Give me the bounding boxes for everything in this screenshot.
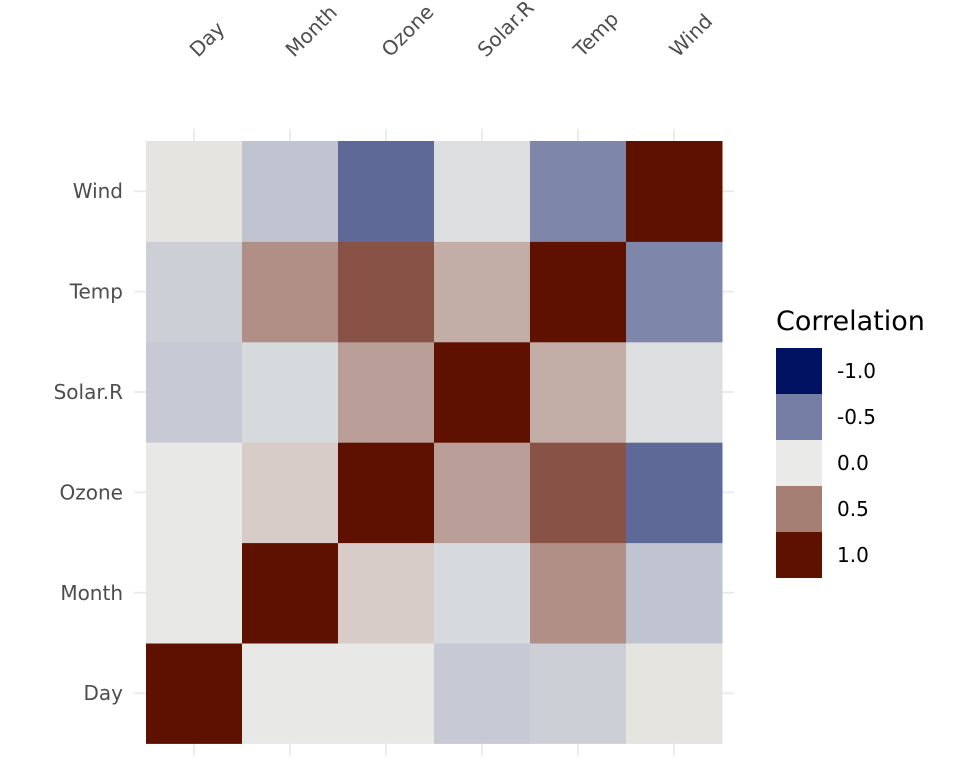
tile-ozone-wind — [626, 442, 723, 544]
legend-key — [776, 394, 822, 440]
x-tick-label: Ozone — [377, 0, 439, 62]
legend-label: -1.0 — [837, 359, 876, 383]
y-tick-label: Day — [84, 681, 124, 705]
y-tick-label: Wind — [73, 179, 123, 203]
tile-solar-r-temp — [530, 341, 627, 443]
legend-key — [776, 486, 822, 532]
x-axis-tick-labels: Day Month Ozone Solar.R Temp Wind — [185, 0, 718, 62]
tile-solar-r-ozone — [338, 341, 435, 443]
y-tick-label: Solar.R — [54, 380, 123, 404]
tile-temp-solar-r — [434, 241, 531, 343]
tile-temp-day — [146, 241, 243, 343]
tile-wind-month — [242, 141, 339, 242]
tile-ozone-ozone — [338, 442, 435, 544]
tile-month-temp — [530, 542, 627, 644]
tile-ozone-solar-r — [434, 442, 531, 544]
tile-month-ozone — [338, 542, 435, 644]
tile-month-day — [146, 542, 243, 644]
tile-temp-ozone — [338, 241, 435, 343]
tile-ozone-month — [242, 442, 339, 544]
x-tick-label: Day — [185, 17, 230, 62]
tile-month-solar-r — [434, 542, 531, 644]
tile-day-day — [146, 643, 243, 744]
heatmap-tiles — [146, 141, 723, 744]
y-tick-label: Temp — [69, 280, 123, 304]
tile-solar-r-wind — [626, 341, 723, 443]
legend-label: 0.5 — [837, 497, 869, 521]
y-tick-label: Ozone — [60, 480, 123, 504]
tile-wind-solar-r — [434, 141, 531, 242]
tile-solar-r-month — [242, 341, 339, 443]
tile-temp-month — [242, 241, 339, 343]
legend-label: -0.5 — [837, 405, 876, 429]
tile-temp-wind — [626, 241, 723, 343]
tile-solar-r-day — [146, 341, 243, 443]
tile-day-ozone — [338, 643, 435, 744]
x-tick-label: Solar.R — [473, 0, 539, 62]
legend-label: 0.0 — [837, 451, 869, 475]
tile-wind-day — [146, 141, 243, 242]
tile-wind-temp — [530, 141, 627, 242]
legend-key — [776, 440, 822, 486]
x-tick-label: Month — [281, 0, 342, 61]
tile-month-wind — [626, 542, 723, 644]
legend-key — [776, 532, 822, 578]
tile-day-temp — [530, 643, 627, 744]
tile-day-solar-r — [434, 643, 531, 744]
x-tick-label: Temp — [568, 7, 623, 62]
y-tick-label: Month — [60, 581, 123, 605]
tile-day-wind — [626, 643, 723, 744]
tile-wind-ozone — [338, 141, 435, 242]
legend-key — [776, 348, 822, 394]
tile-temp-temp — [530, 241, 627, 343]
tile-wind-wind — [626, 141, 723, 242]
legend-keys: -1.0 -0.5 0.0 0.5 1.0 — [776, 348, 876, 578]
x-tick-label: Wind — [665, 9, 718, 62]
legend-label: 1.0 — [837, 543, 869, 567]
legend-title: Correlation — [776, 306, 925, 337]
tile-ozone-day — [146, 442, 243, 544]
tile-solar-r-solar-r — [434, 341, 531, 443]
tile-day-month — [242, 643, 339, 744]
tile-ozone-temp — [530, 442, 627, 544]
y-axis-tick-labels: Day Month Ozone Solar.R Temp Wind — [54, 179, 124, 705]
tile-month-month — [242, 542, 339, 644]
legend: Correlation -1.0 -0.5 0.0 0.5 1.0 — [776, 306, 925, 578]
